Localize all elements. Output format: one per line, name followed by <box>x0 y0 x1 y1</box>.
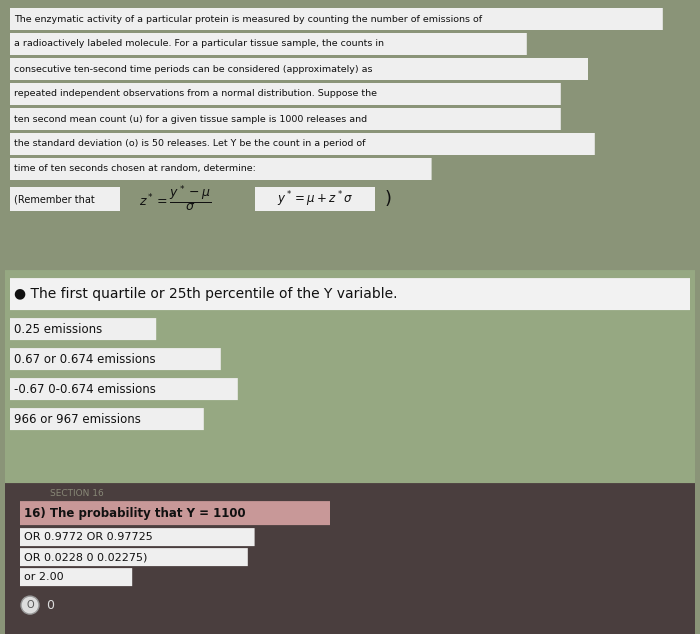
FancyBboxPatch shape <box>10 187 120 211</box>
FancyBboxPatch shape <box>20 548 248 566</box>
FancyBboxPatch shape <box>10 378 238 400</box>
FancyBboxPatch shape <box>10 318 156 340</box>
FancyBboxPatch shape <box>10 8 663 30</box>
Text: repeated independent observations from a normal distribution. Suppose the: repeated independent observations from a… <box>14 89 377 98</box>
FancyBboxPatch shape <box>20 501 330 525</box>
Text: 16) The probability that Y = 1100: 16) The probability that Y = 1100 <box>24 507 246 520</box>
FancyBboxPatch shape <box>10 133 595 155</box>
Text: the standard deviation (o) is 50 releases. Let Y be the count in a period of: the standard deviation (o) is 50 release… <box>14 139 365 148</box>
FancyBboxPatch shape <box>20 528 255 546</box>
Text: 0.25 emissions: 0.25 emissions <box>14 323 102 335</box>
Text: ● The first quartile or 25th percentile of the Y variable.: ● The first quartile or 25th percentile … <box>14 287 398 301</box>
Text: OR 0.0228 0 0.02275): OR 0.0228 0 0.02275) <box>24 552 148 562</box>
Text: or 2.00: or 2.00 <box>24 572 64 582</box>
FancyBboxPatch shape <box>10 108 561 130</box>
FancyBboxPatch shape <box>10 33 527 55</box>
FancyBboxPatch shape <box>10 83 561 105</box>
Text: $y^* = \mu + z^*\sigma$: $y^* = \mu + z^*\sigma$ <box>277 189 353 209</box>
Text: -0.67 0-0.674 emissions: -0.67 0-0.674 emissions <box>14 382 156 396</box>
FancyBboxPatch shape <box>10 158 432 180</box>
Text: (Remember that: (Remember that <box>14 194 94 204</box>
Text: OR 0.9772 OR 0.97725: OR 0.9772 OR 0.97725 <box>24 532 153 542</box>
Text: SECTION 16: SECTION 16 <box>50 489 104 498</box>
Text: 0: 0 <box>46 598 54 612</box>
Text: The enzymatic activity of a particular protein is measured by counting the numbe: The enzymatic activity of a particular p… <box>14 15 482 23</box>
FancyBboxPatch shape <box>255 187 375 211</box>
FancyBboxPatch shape <box>5 2 695 268</box>
Text: time of ten seconds chosen at random, determine:: time of ten seconds chosen at random, de… <box>14 164 256 174</box>
Text: $z^* = \dfrac{y^* - \mu}{\sigma}$: $z^* = \dfrac{y^* - \mu}{\sigma}$ <box>139 184 211 214</box>
Circle shape <box>21 596 39 614</box>
Text: ten second mean count (u) for a given tissue sample is 1000 releases and: ten second mean count (u) for a given ti… <box>14 115 367 124</box>
FancyBboxPatch shape <box>5 483 695 634</box>
FancyBboxPatch shape <box>10 408 204 430</box>
FancyBboxPatch shape <box>5 270 695 483</box>
Text: 0.67 or 0.674 emissions: 0.67 or 0.674 emissions <box>14 353 155 366</box>
Text: ): ) <box>385 190 392 208</box>
FancyBboxPatch shape <box>10 58 588 80</box>
Text: consecutive ten-second time periods can be considered (approximately) as: consecutive ten-second time periods can … <box>14 65 372 74</box>
FancyBboxPatch shape <box>10 348 220 370</box>
Text: O: O <box>26 600 34 610</box>
Text: 966 or 967 emissions: 966 or 967 emissions <box>14 413 141 425</box>
FancyBboxPatch shape <box>20 568 132 586</box>
FancyBboxPatch shape <box>10 278 690 310</box>
Text: a radioactively labeled molecule. For a particular tissue sample, the counts in: a radioactively labeled molecule. For a … <box>14 39 384 48</box>
